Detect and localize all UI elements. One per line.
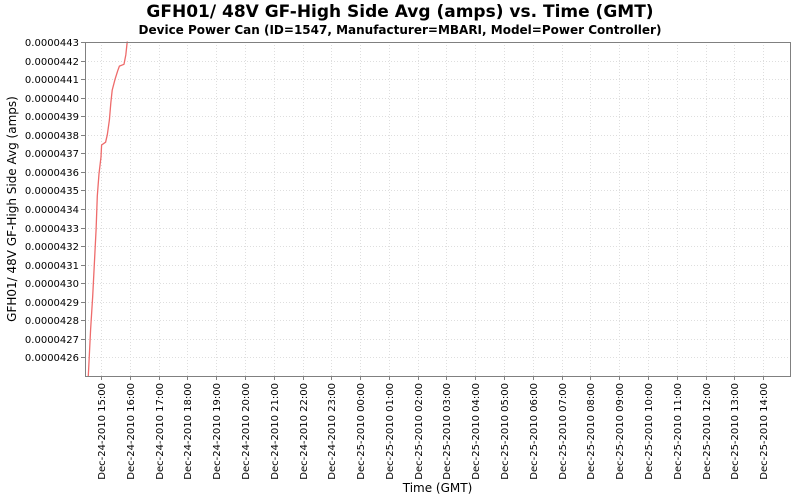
svg-text:Dec-25-2010 00:00: Dec-25-2010 00:00 [356, 383, 367, 480]
svg-text:Dec-24-2010 19:00: Dec-24-2010 19:00 [212, 383, 223, 480]
svg-text:Dec-24-2010 22:00: Dec-24-2010 22:00 [299, 383, 310, 480]
svg-text:Dec-24-2010 17:00: Dec-24-2010 17:00 [155, 383, 166, 480]
svg-text:0.0000429: 0.0000429 [25, 298, 79, 309]
svg-text:Dec-24-2010 20:00: Dec-24-2010 20:00 [241, 383, 252, 480]
svg-text:Dec-25-2010 07:00: Dec-25-2010 07:00 [558, 383, 569, 480]
svg-text:0.0000435: 0.0000435 [25, 186, 79, 197]
svg-text:0.0000426: 0.0000426 [25, 353, 79, 364]
svg-text:0.0000434: 0.0000434 [25, 205, 79, 216]
gridlines [85, 42, 790, 376]
svg-text:0.0000432: 0.0000432 [25, 242, 79, 253]
svg-text:Dec-25-2010 10:00: Dec-25-2010 10:00 [644, 383, 655, 480]
svg-text:0.0000427: 0.0000427 [25, 335, 79, 346]
svg-text:0.0000431: 0.0000431 [25, 261, 79, 272]
svg-text:0.0000436: 0.0000436 [25, 168, 79, 179]
svg-text:Dec-24-2010 23:00: Dec-24-2010 23:00 [327, 383, 338, 480]
svg-text:0.0000443: 0.0000443 [25, 38, 79, 49]
svg-text:Dec-25-2010 09:00: Dec-25-2010 09:00 [615, 383, 626, 480]
svg-text:Dec-25-2010 06:00: Dec-25-2010 06:00 [529, 383, 540, 480]
svg-text:Dec-24-2010 18:00: Dec-24-2010 18:00 [183, 383, 194, 480]
svg-text:Dec-25-2010 14:00: Dec-25-2010 14:00 [759, 383, 770, 480]
svg-text:Dec-25-2010 12:00: Dec-25-2010 12:00 [702, 383, 713, 480]
x-axis-title: Time (GMT) [402, 481, 473, 495]
svg-text:Dec-25-2010 13:00: Dec-25-2010 13:00 [730, 383, 741, 480]
chart-title: GFH01/ 48V GF-High Side Avg (amps) vs. T… [146, 2, 654, 22]
svg-text:0.0000430: 0.0000430 [25, 279, 79, 290]
svg-text:0.0000442: 0.0000442 [25, 57, 79, 68]
svg-text:Dec-25-2010 05:00: Dec-25-2010 05:00 [500, 383, 511, 480]
svg-text:Dec-25-2010 08:00: Dec-25-2010 08:00 [586, 383, 597, 480]
plot-border [85, 42, 791, 377]
svg-text:0.0000441: 0.0000441 [25, 75, 79, 86]
x-tick-labels: Dec-24-2010 15:00 Dec-24-2010 16:00 Dec-24… [97, 383, 770, 480]
svg-text:Dec-24-2010 21:00: Dec-24-2010 21:00 [270, 383, 281, 480]
svg-text:0.0000438: 0.0000438 [25, 131, 79, 142]
svg-text:Dec-25-2010 04:00: Dec-25-2010 04:00 [471, 383, 482, 480]
series-line [87, 41, 128, 377]
svg-text:0.0000428: 0.0000428 [25, 316, 79, 327]
svg-text:0.0000440: 0.0000440 [25, 94, 79, 105]
svg-text:Dec-25-2010 02:00: Dec-25-2010 02:00 [414, 383, 425, 480]
svg-text:Dec-24-2010 15:00: Dec-24-2010 15:00 [97, 383, 108, 480]
svg-text:Dec-25-2010 01:00: Dec-25-2010 01:00 [385, 383, 396, 480]
svg-text:Dec-25-2010 03:00: Dec-25-2010 03:00 [442, 383, 453, 480]
chart-subtitle: Device Power Can (ID=1547, Manufacturer=… [138, 23, 662, 37]
svg-text:0.0000439: 0.0000439 [25, 112, 79, 123]
tick-marks [81, 42, 764, 380]
svg-text:Dec-24-2010 16:00: Dec-24-2010 16:00 [126, 383, 137, 480]
y-tick-labels: 0.0000426 0.0000427 0.0000428 0.0000429 0.00… [25, 38, 79, 364]
svg-text:0.0000433: 0.0000433 [25, 224, 79, 235]
svg-text:Dec-25-2010 11:00: Dec-25-2010 11:00 [673, 383, 684, 480]
svg-text:0.0000437: 0.0000437 [25, 149, 79, 160]
